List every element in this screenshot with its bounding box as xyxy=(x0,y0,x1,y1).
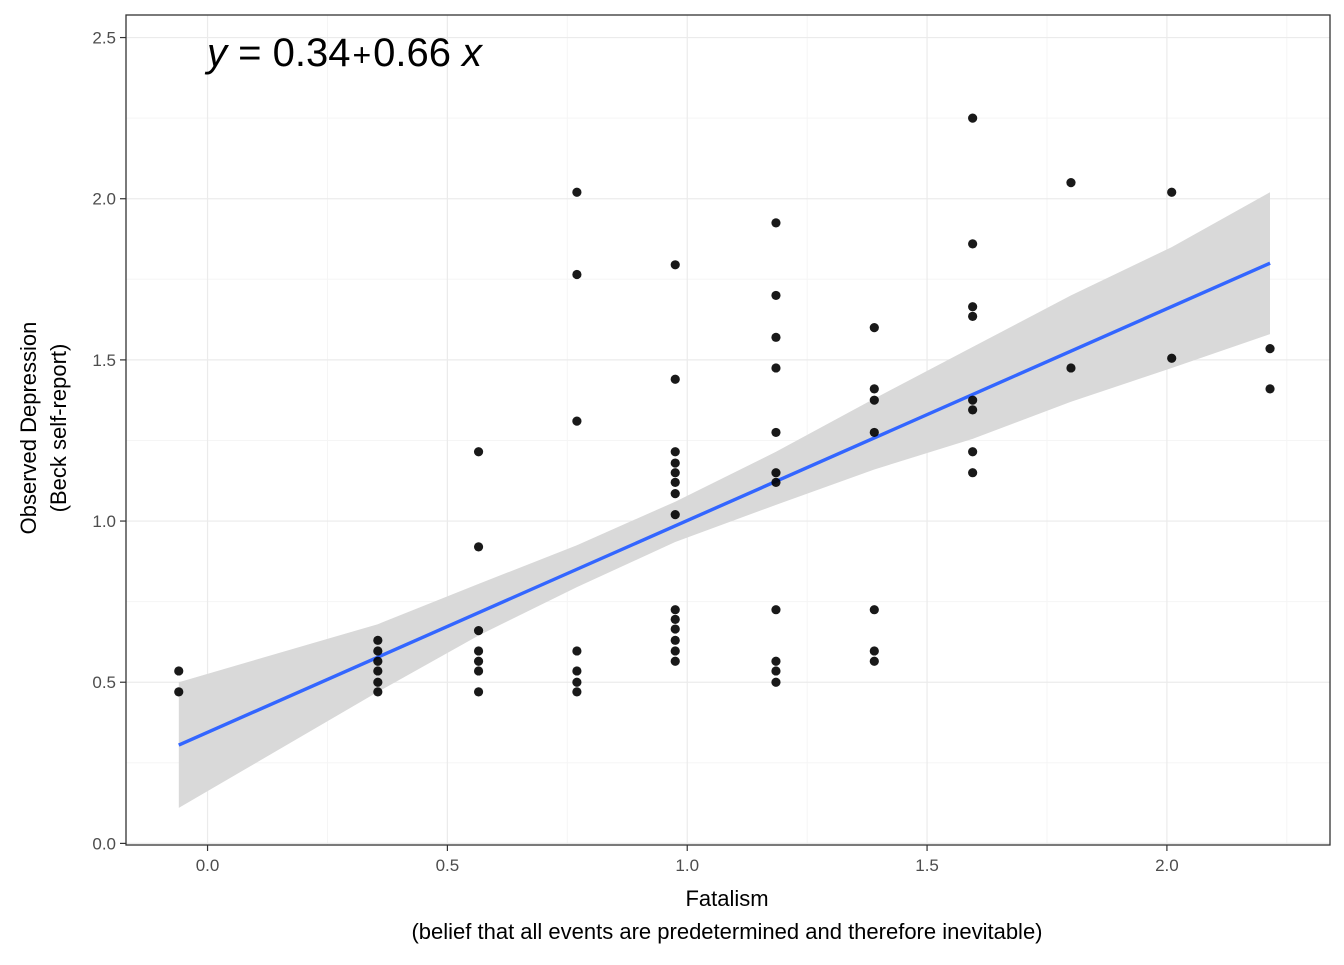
data-point xyxy=(473,646,484,656)
data-point xyxy=(771,468,781,478)
equation-plus-sign: + xyxy=(352,37,371,73)
x-tick-label: 1.5 xyxy=(915,856,939,875)
x-axis-title: Fatalism xyxy=(685,886,768,911)
y-tick-label: 0.0 xyxy=(92,834,116,853)
data-point xyxy=(572,687,582,697)
data-point xyxy=(572,269,582,280)
data-point xyxy=(968,395,978,405)
data-point xyxy=(473,687,484,697)
equation-y-symbol: y xyxy=(204,31,230,75)
data-point xyxy=(1167,187,1177,197)
confidence-band-layer xyxy=(178,192,1270,808)
data-point xyxy=(670,635,680,645)
equation-coefficient: 0.66 xyxy=(373,31,451,75)
x-axis-subtitle: (belief that all events are predetermine… xyxy=(411,919,1042,944)
data-point xyxy=(869,395,879,405)
data-point xyxy=(968,447,978,457)
data-point xyxy=(670,605,680,615)
x-tick-label: 2.0 xyxy=(1155,856,1179,875)
y-tick-label: 2.5 xyxy=(92,29,116,48)
data-point xyxy=(473,542,484,552)
data-point xyxy=(869,646,879,656)
data-point xyxy=(1265,384,1275,394)
data-point xyxy=(373,666,383,676)
data-point xyxy=(670,646,680,656)
data-point xyxy=(968,311,978,321)
data-point xyxy=(670,458,680,468)
data-point xyxy=(473,447,484,457)
x-tick-label: 0.5 xyxy=(436,856,460,875)
data-point xyxy=(771,605,781,615)
x-tick-label: 1.0 xyxy=(675,856,699,875)
data-point xyxy=(174,666,184,676)
data-point xyxy=(869,427,879,438)
data-point xyxy=(670,374,680,384)
regression-line xyxy=(178,261,1271,747)
data-point xyxy=(174,687,184,697)
data-point xyxy=(1066,178,1076,188)
data-point xyxy=(473,626,484,636)
y-tick-label: 1.0 xyxy=(92,512,116,531)
y-tick-label: 2.0 xyxy=(92,190,116,209)
data-point xyxy=(869,323,879,333)
data-point xyxy=(968,113,978,123)
data-point xyxy=(572,646,582,656)
data-point xyxy=(771,666,781,676)
regression-equation: y = 0.34+0.66 x xyxy=(204,31,484,75)
data-point xyxy=(572,187,582,197)
data-point xyxy=(572,677,582,687)
data-point xyxy=(771,427,781,438)
data-point xyxy=(771,218,781,228)
data-point xyxy=(670,447,680,457)
data-point xyxy=(869,384,879,394)
panel-border xyxy=(125,14,1331,846)
points-layer xyxy=(174,113,1275,697)
data-point xyxy=(968,302,978,312)
fit-line-layer xyxy=(178,261,1271,747)
data-point xyxy=(670,624,680,634)
data-point xyxy=(572,416,582,426)
y-axis-title: Observed Depression xyxy=(16,322,41,535)
data-point xyxy=(771,363,781,373)
data-point xyxy=(473,666,484,676)
data-point xyxy=(869,656,879,666)
data-point xyxy=(771,290,781,301)
data-point xyxy=(473,656,484,666)
data-point xyxy=(670,510,680,520)
data-point xyxy=(373,687,383,697)
data-point xyxy=(771,477,781,487)
data-point xyxy=(670,614,680,624)
y-axis-subtitle: (Beck self-report) xyxy=(46,344,71,513)
data-point xyxy=(1066,363,1076,373)
data-point xyxy=(373,677,383,687)
data-point xyxy=(1167,353,1177,363)
data-point xyxy=(670,656,680,666)
confidence-band xyxy=(178,192,1270,808)
equation-x-symbol: x xyxy=(460,31,484,75)
x-tick-label: 0.0 xyxy=(196,856,220,875)
data-point xyxy=(670,477,680,487)
data-point xyxy=(968,468,978,478)
y-tick-label: 1.5 xyxy=(92,351,116,370)
data-point xyxy=(968,239,978,249)
data-point xyxy=(373,646,383,656)
data-point xyxy=(572,666,582,676)
data-point xyxy=(968,405,978,415)
data-point xyxy=(771,656,781,666)
data-point xyxy=(670,468,680,478)
data-point xyxy=(771,677,781,687)
ticks-layer: 0.0 0.5 1.0 1.5 2.0 0.0 0.5 1.0 1.5 2.0 2.5 xyxy=(92,29,1178,875)
data-point xyxy=(771,332,781,342)
data-point xyxy=(1265,344,1275,354)
data-point xyxy=(670,260,680,270)
y-tick-label: 0.5 xyxy=(92,673,116,692)
equation-intercept: = 0.34 xyxy=(227,31,350,75)
data-point xyxy=(869,605,879,615)
data-point xyxy=(373,656,383,666)
data-point xyxy=(373,635,383,645)
data-point xyxy=(670,489,680,499)
